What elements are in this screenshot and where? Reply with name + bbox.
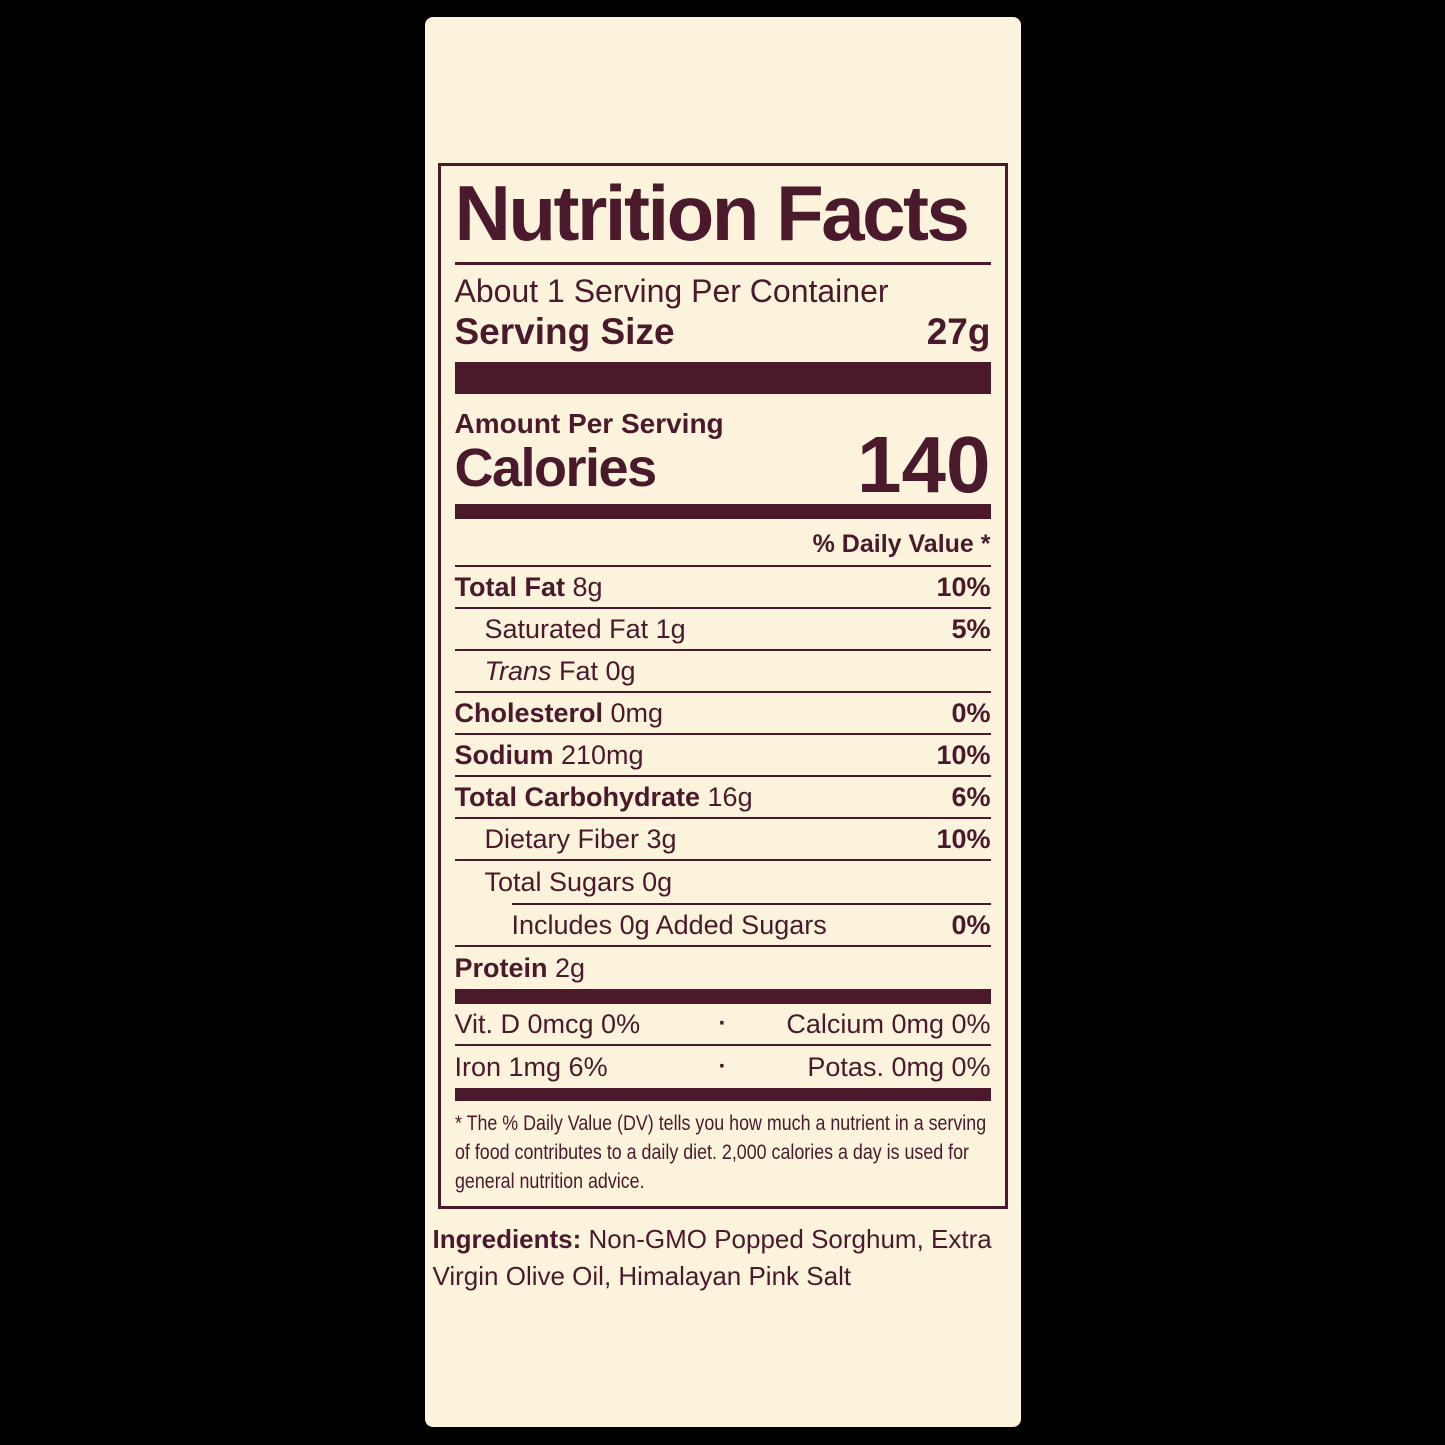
nutrient-amount: 0mg	[603, 697, 664, 728]
nutrient-name: Total Carbohydrate	[454, 781, 701, 812]
divider	[454, 565, 991, 567]
nutrient-amount: 210mg	[553, 739, 644, 770]
package-panel: Nutrition Facts About 1 Serving Per Cont…	[424, 17, 1021, 1427]
nutrient-name: Protein	[454, 952, 548, 983]
serving-size-row: Serving Size 27g	[455, 311, 991, 353]
daily-value-header: % Daily Value *	[812, 530, 991, 558]
nutrient-dv: 10%	[936, 571, 991, 602]
nutrient-name: Includes 0g Added Sugars	[511, 909, 827, 940]
serving-size-label: Serving Size	[454, 311, 675, 352]
micronutrient-row-1: Vit. D 0mcg 0% · Calcium 0mg 0%	[454, 1004, 991, 1046]
micronutrient-row-2: Iron 1mg 6% · Potas. 0mg 0%	[455, 1046, 991, 1088]
ingredients-label: Ingredients:	[432, 1224, 582, 1254]
nutrient-row-saturated-fat: Saturated Fat 1g 5%	[454, 609, 991, 651]
thick-bar-protein	[454, 989, 991, 1004]
servings-per-container: About 1 Serving Per Container	[454, 273, 889, 309]
nutrient-name: Total Fat	[454, 571, 566, 602]
nutrient-amount: 16g	[700, 781, 753, 812]
dot-separator: ·	[718, 1010, 727, 1037]
nutrient-row-total-fat: Total Fat 8g 10%	[454, 567, 991, 609]
ingredients-statement: Ingredients: Non-GMO Popped Sorghum, Ext…	[433, 1221, 1007, 1295]
nutrient-name-italic: Trans	[484, 655, 552, 686]
micronutrient-right: Calcium 0mg 0%	[786, 1008, 991, 1039]
nutrient-name: Total Sugars 0g	[484, 866, 673, 897]
nutrient-row-cholesterol: Cholesterol 0mg 0%	[454, 693, 991, 735]
title-divider	[454, 262, 991, 265]
amount-per-serving-label: Amount Per Serving	[454, 408, 724, 439]
nutrient-dv: 10%	[936, 739, 991, 770]
nutrition-facts-label: Nutrition Facts About 1 Serving Per Cont…	[437, 163, 1008, 1209]
nutrient-row-total-carbohydrate: Total Carbohydrate 16g 6%	[454, 777, 991, 819]
thick-bar-calories	[454, 504, 991, 519]
daily-value-footnote: * The % Daily Value (DV) tells you how m…	[454, 1112, 986, 1193]
dot-separator: ·	[718, 1053, 727, 1080]
nutrient-row-dietary-fiber: Dietary Fiber 3g 10%	[454, 819, 991, 861]
nutrient-dv: 6%	[951, 781, 991, 812]
nutrient-row-sodium: Sodium 210mg 10%	[454, 735, 991, 777]
calories-value: 140	[857, 420, 991, 509]
micronutrient-left: Iron 1mg 6%	[454, 1051, 608, 1082]
micronutrient-right: Potas. 0mg 0%	[807, 1051, 991, 1082]
nutrient-name: Cholesterol	[454, 697, 604, 728]
nutrient-name: Saturated Fat 1g	[484, 613, 686, 644]
ingredients-text: Non-GMO Popped Sorghum, Extra Virgin Oli…	[432, 1224, 992, 1291]
nutrient-name: Sodium	[454, 739, 554, 770]
nutrient-dv: 5%	[951, 613, 991, 644]
nutrient-row-trans-fat: Trans Fat 0g	[454, 651, 991, 693]
nutrient-name: Dietary Fiber 3g	[484, 823, 677, 854]
indented-divider	[511, 903, 991, 905]
nutrient-row-total-sugars: Total Sugars 0g	[455, 861, 991, 903]
thick-bar-bottom	[454, 1088, 991, 1101]
thick-bar-top	[454, 362, 991, 394]
nutrient-dv: 10%	[936, 823, 991, 854]
nutrient-dv: 0%	[951, 697, 991, 728]
serving-size-value: 27g	[926, 311, 991, 352]
nutrient-amount: Fat 0g	[551, 655, 636, 686]
micronutrient-left: Vit. D 0mcg 0%	[454, 1008, 641, 1039]
nutrient-amount: 8g	[565, 571, 603, 602]
nutrient-row-added-sugars: Includes 0g Added Sugars 0%	[454, 905, 991, 947]
label-title: Nutrition Facts	[454, 169, 970, 257]
nutrient-amount: 2g	[547, 952, 586, 983]
calories-row: Calories 140	[454, 425, 991, 505]
nutrient-row-protein: Protein 2g	[455, 947, 991, 989]
calories-label: Calories	[454, 438, 658, 498]
nutrient-dv: 0%	[951, 909, 991, 940]
